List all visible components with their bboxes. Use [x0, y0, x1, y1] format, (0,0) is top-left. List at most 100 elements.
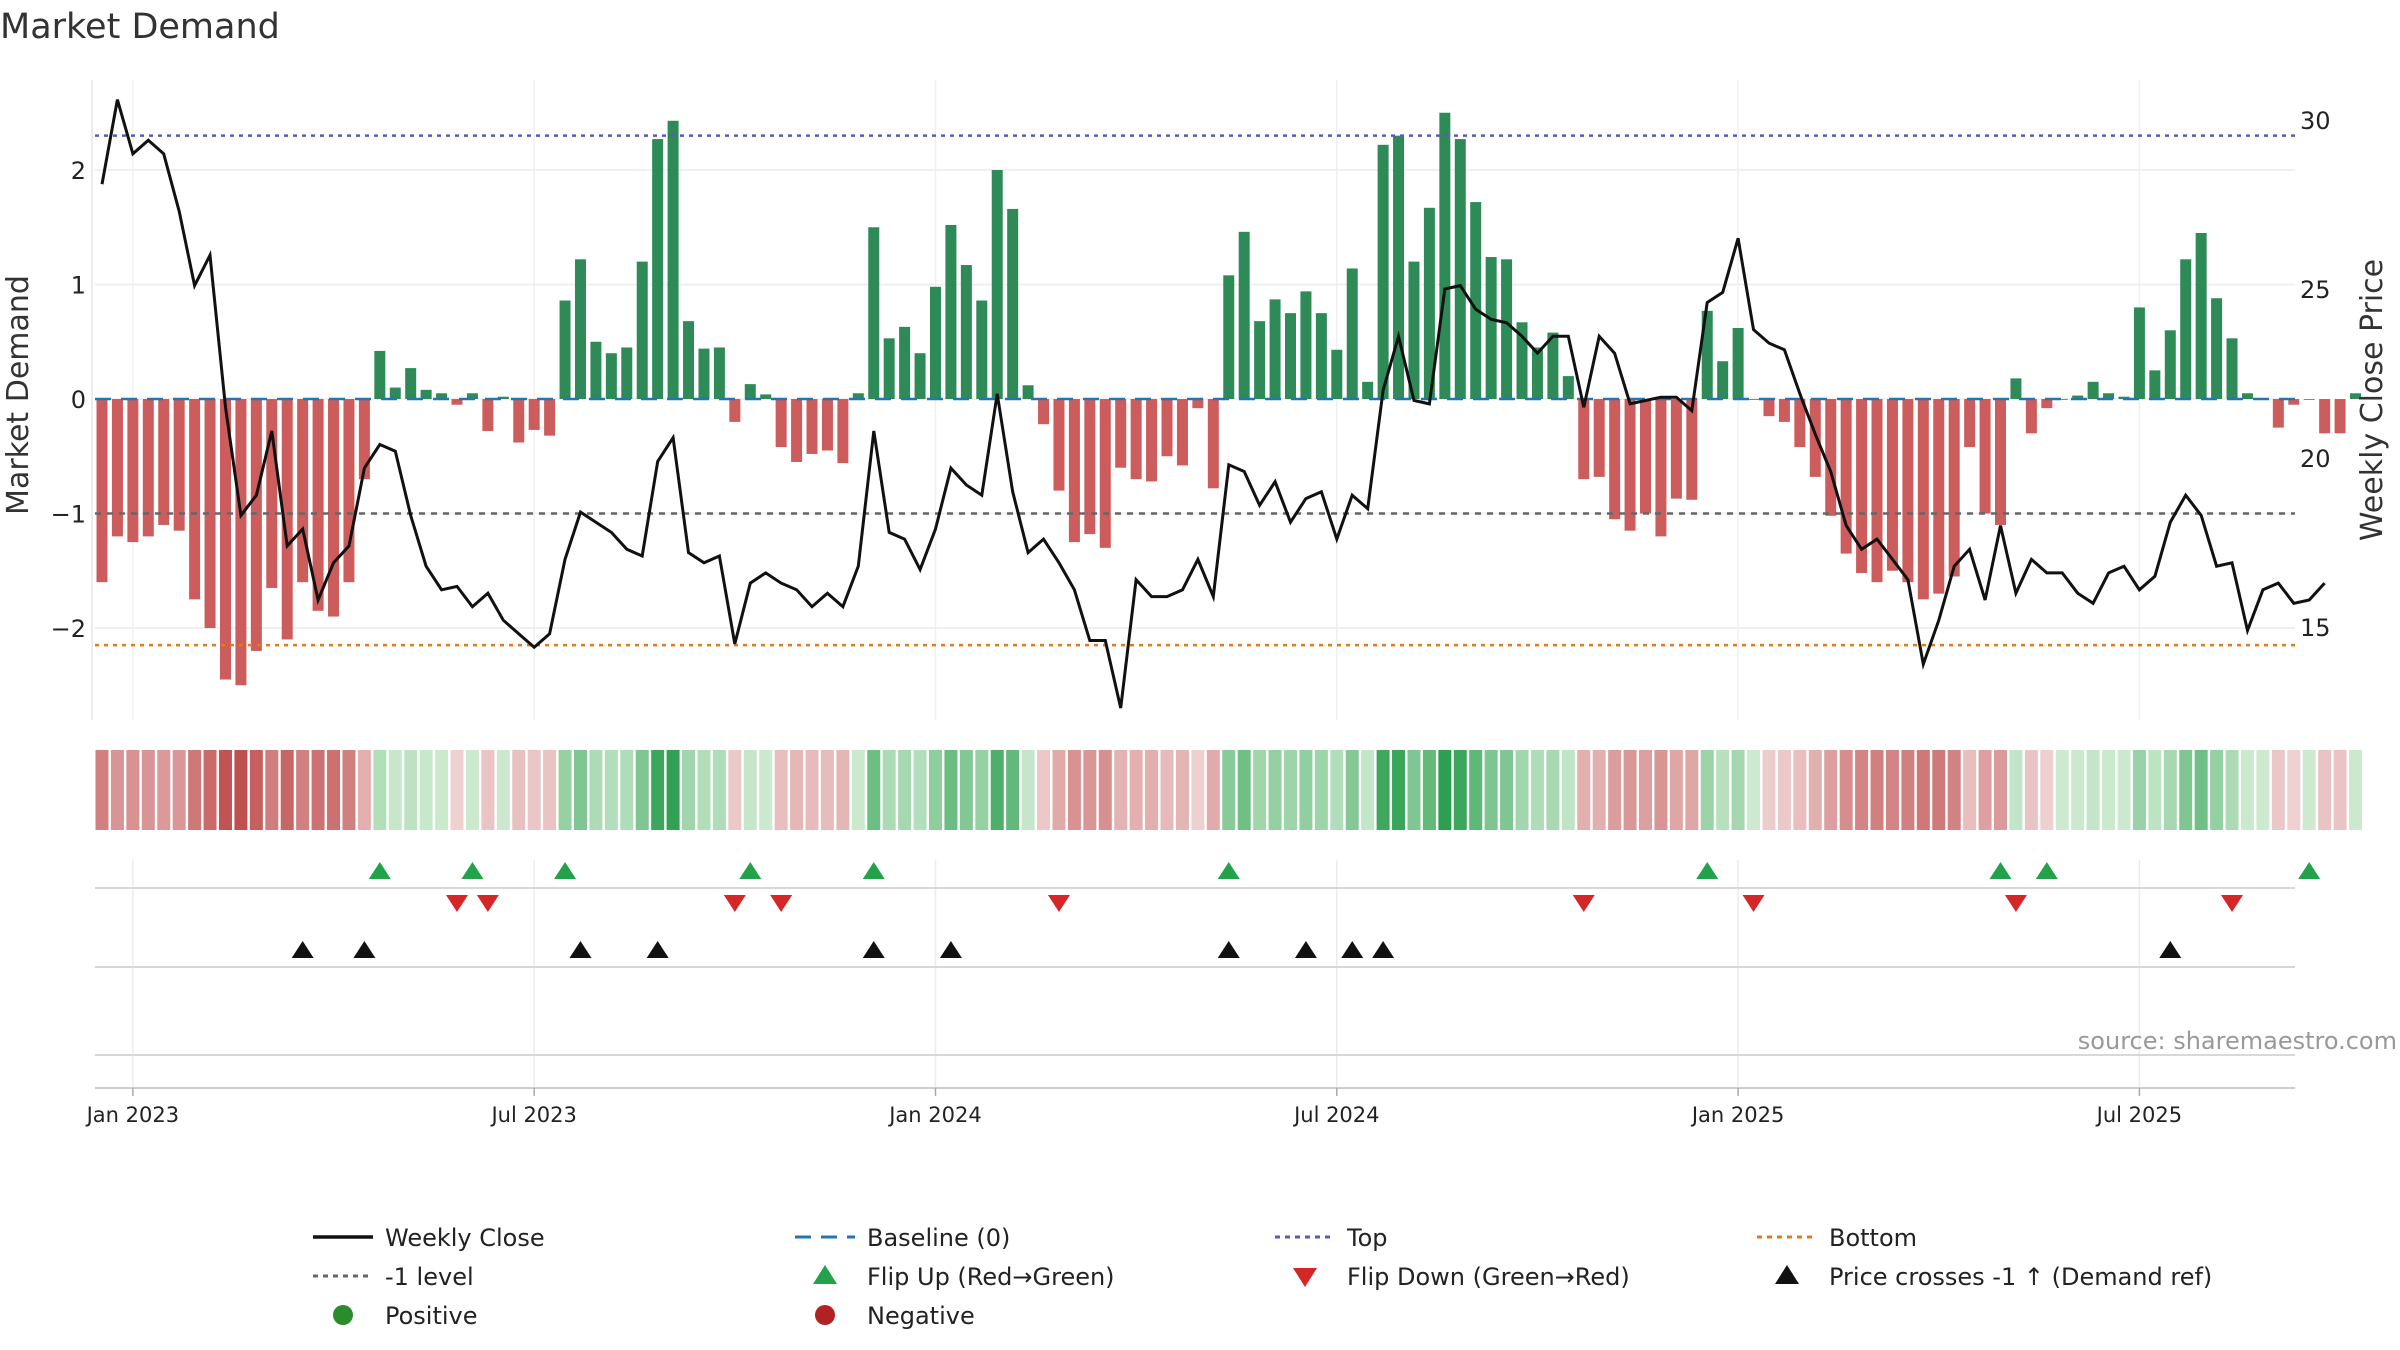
demand-bar — [189, 399, 201, 600]
heat-cell — [1669, 750, 1683, 830]
heat-cell — [774, 750, 788, 830]
demand-bar — [1408, 261, 1420, 399]
heat-cell — [2132, 750, 2146, 830]
heat-cell — [1592, 750, 1606, 830]
demand-bar — [127, 399, 139, 543]
heat-cell — [635, 750, 649, 830]
demand-bar — [1995, 399, 2007, 525]
legend-swatch — [333, 1305, 353, 1325]
legend-item: Flip Up (Red→Green) — [813, 1263, 1115, 1291]
price-cross-marker — [1294, 941, 1317, 958]
heat-cell — [1361, 750, 1375, 830]
demand-bar — [1917, 399, 1929, 600]
heat-cell — [898, 750, 912, 830]
demand-bar — [2241, 393, 2253, 399]
heat-cell — [1515, 750, 1529, 830]
heat-cell — [2055, 750, 2069, 830]
heat-cell — [465, 750, 479, 830]
demand-bar — [1254, 321, 1266, 399]
chart-title: Market Demand — [0, 7, 280, 47]
heat-cell — [2148, 750, 2162, 830]
heat-cell — [95, 750, 109, 830]
flip-down-marker — [446, 895, 469, 912]
heat-cell — [2287, 750, 2301, 830]
demand-bar — [1763, 399, 1775, 417]
demand-bar — [1007, 208, 1019, 399]
demand-bar — [2041, 399, 2053, 409]
demand-bar — [420, 389, 432, 399]
heat-cell — [913, 750, 927, 830]
demand-bar — [2164, 330, 2176, 399]
heat-cell — [1654, 750, 1668, 830]
legend-swatch — [815, 1305, 835, 1325]
demand-bar — [976, 300, 988, 399]
heat-cell — [1932, 750, 1946, 830]
heat-cell — [450, 750, 464, 830]
flip-up-marker — [554, 862, 577, 879]
heat-cell — [110, 750, 124, 830]
legend-label: Baseline (0) — [867, 1224, 1010, 1252]
demand-bar — [1115, 399, 1127, 468]
heat-cell — [265, 750, 279, 830]
demand-bar — [852, 393, 864, 399]
heat-cell — [1129, 750, 1143, 830]
y-tick-label: 1 — [71, 272, 86, 300]
demand-bar — [1856, 399, 1868, 574]
heat-cell — [373, 750, 387, 830]
heat-cell — [357, 750, 371, 830]
demand-bar — [1470, 202, 1482, 399]
legend-item: -1 level — [313, 1263, 474, 1291]
heat-cell — [1685, 750, 1699, 830]
demand-bar — [652, 139, 664, 399]
demand-bar — [2288, 399, 2300, 405]
flip-down-marker — [1572, 895, 1595, 912]
demand-bar — [312, 399, 324, 611]
flip-up-marker — [2035, 862, 2058, 879]
date-axis-ticks: Jan 2023 Jul 2023 Jan 2024 Jul 2024 Jan 2025… — [85, 1088, 2182, 1127]
demand-bar — [1640, 399, 1651, 514]
demand-bar — [2180, 259, 2192, 399]
heat-cell — [157, 750, 171, 830]
demand-bar — [2010, 378, 2022, 399]
demand-bar — [991, 170, 1003, 399]
heat-cell — [327, 750, 341, 830]
demand-bar — [2226, 338, 2238, 399]
demand-bar — [1886, 399, 1898, 571]
legend-item: Top — [1275, 1224, 1388, 1252]
demand-bar — [1192, 399, 1204, 409]
heat-cell — [1747, 750, 1761, 830]
y-axis-label: Market Demand — [1, 275, 36, 515]
heat-cell — [2256, 750, 2270, 830]
heat-cell — [1191, 750, 1205, 830]
heat-cell — [311, 750, 325, 830]
heat-cell — [1206, 750, 1220, 830]
heat-cell — [1021, 750, 1035, 830]
heat-cell — [790, 750, 804, 830]
demand-bar — [2211, 298, 2223, 399]
demand-bar — [1068, 399, 1080, 543]
flip-up-marker — [368, 862, 391, 879]
heat-cell — [1839, 750, 1853, 830]
x-tick-label: Jul 2025 — [2095, 1103, 2182, 1127]
heat-cell — [172, 750, 186, 830]
y-axis-label-right: Weekly Close Price — [2355, 259, 2390, 541]
legend-item: Price crosses -1 ↑ (Demand ref) — [1775, 1263, 2212, 1291]
heat-cell — [2102, 750, 2116, 830]
source-note: source: sharemaestro.com — [2078, 1027, 2397, 1055]
demand-bar — [266, 399, 278, 588]
x-tick-label: Jan 2024 — [887, 1103, 982, 1127]
heat-cell — [1037, 750, 1051, 830]
heat-cell — [1268, 750, 1282, 830]
legend-item: Positive — [333, 1302, 478, 1330]
flip-down-marker — [1742, 895, 1765, 912]
price-cross-marker — [353, 941, 376, 958]
demand-bar — [821, 399, 833, 451]
heat-cell — [1870, 750, 1884, 830]
heat-cell — [1330, 750, 1344, 830]
heat-cell — [975, 750, 989, 830]
demand-bar — [2149, 370, 2161, 399]
demand-bar — [1609, 399, 1621, 520]
heat-cell — [481, 750, 495, 830]
heat-cell — [1453, 750, 1467, 830]
demand-bar — [883, 338, 895, 399]
